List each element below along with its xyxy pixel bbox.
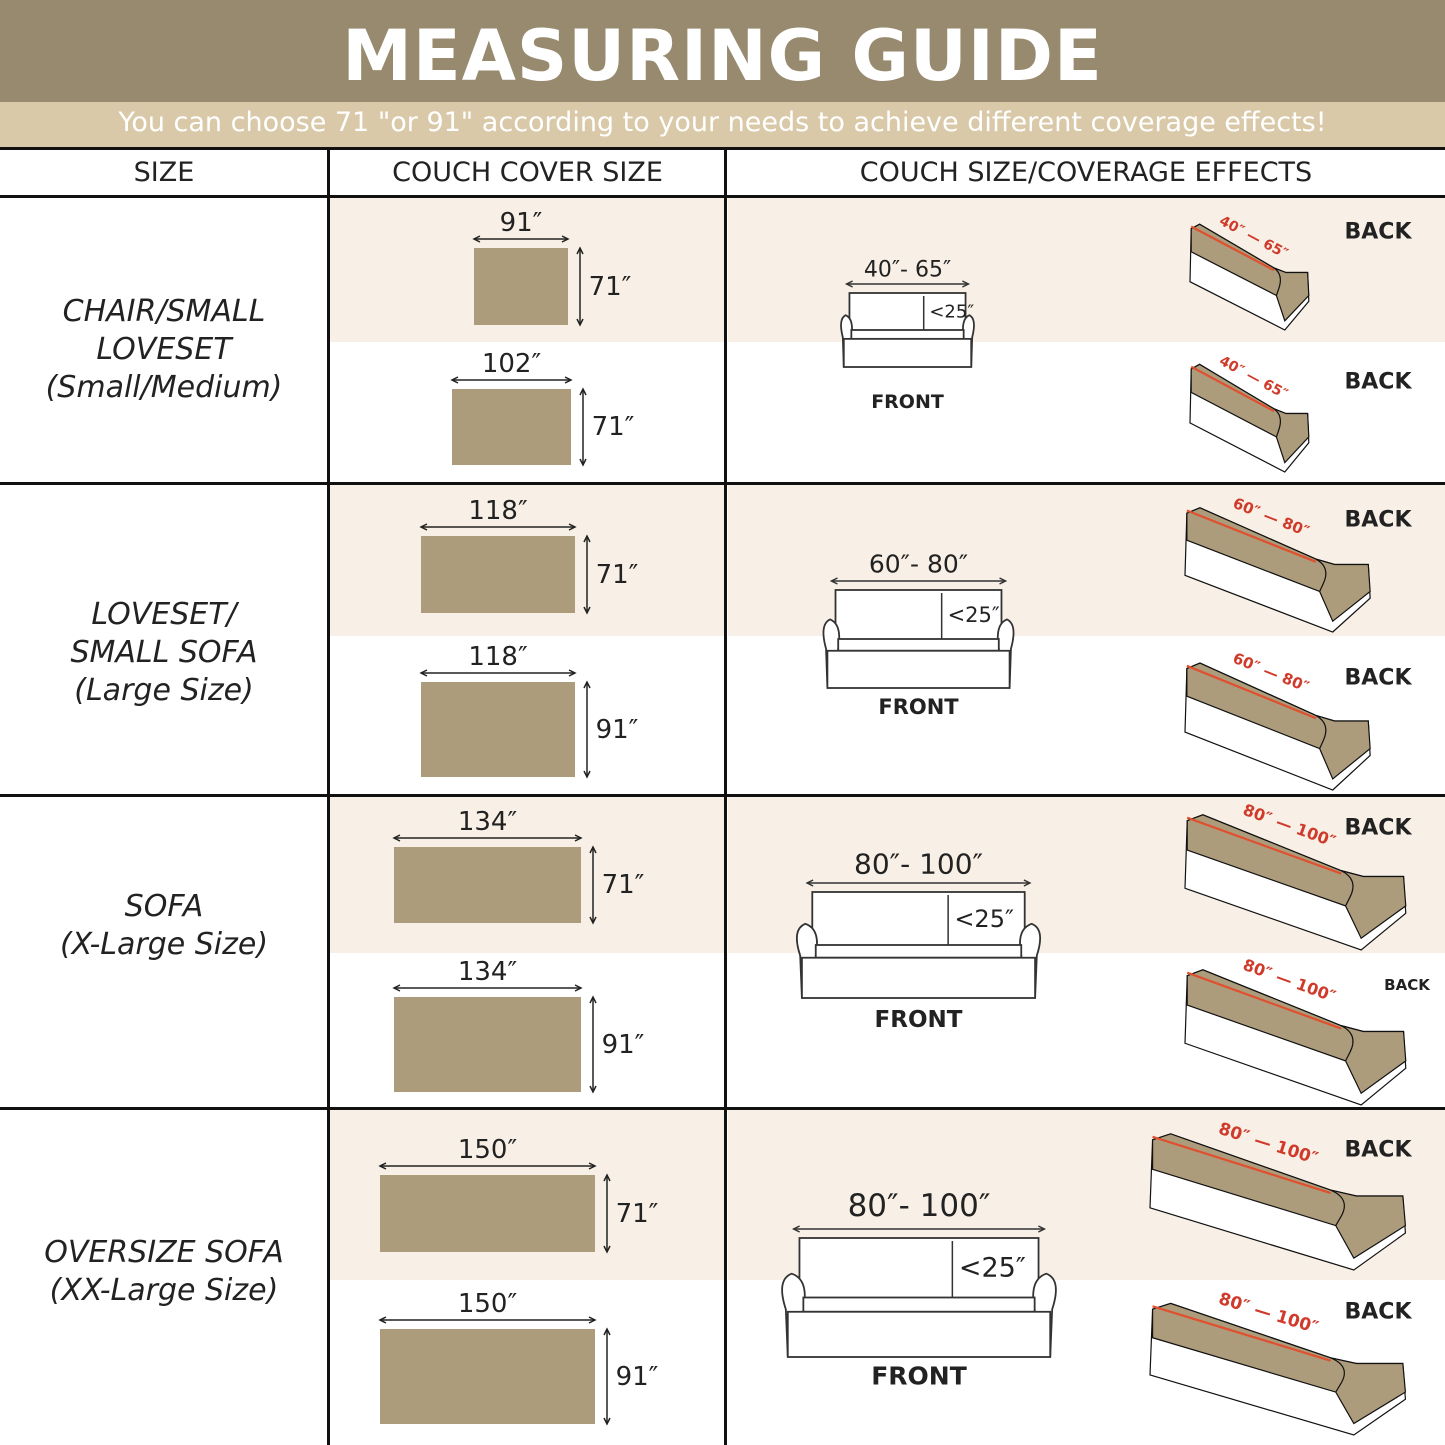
back-sofa-drawing: [1185, 497, 1372, 632]
back-label: BACK: [1344, 369, 1412, 395]
dimension-arrows: [392, 834, 597, 925]
front-label: FRONT: [878, 695, 959, 719]
row-divider: [0, 482, 1445, 485]
front-height-label: <25″: [958, 1252, 1026, 1284]
cover-width-label: 91″: [499, 208, 543, 238]
front-sofa-drawing: [822, 577, 1015, 689]
front-width-range: 60″- 80″: [868, 549, 969, 579]
dimension-arrows: [378, 1316, 611, 1426]
column-header-coverage: COUCH SIZE/COVERAGE EFFECTS: [859, 157, 1313, 188]
back-sofa-drawing: [1150, 1292, 1408, 1435]
row-divider: [0, 1107, 1445, 1110]
front-height-label: <25″: [929, 301, 975, 322]
dimension-arrows: [392, 984, 597, 1094]
front-sofa-drawing: [840, 280, 975, 368]
front-label: FRONT: [871, 1361, 967, 1391]
dimension-arrows: [472, 235, 584, 327]
cover-height-label: 91″: [615, 1361, 659, 1392]
size-label-line: OVERSIZE SOFA: [44, 1235, 284, 1270]
front-width-range: 40″- 65″: [863, 257, 952, 283]
front-label: FRONT: [871, 391, 944, 413]
size-label-line: CHAIR/SMALL: [62, 294, 266, 329]
back-label: BACK: [1344, 507, 1412, 533]
column-header-size: SIZE: [133, 157, 195, 188]
back-sofa-drawing: [1185, 803, 1408, 950]
front-label: FRONT: [874, 1007, 963, 1033]
cover-height-label: 71″: [615, 1198, 659, 1229]
size-label-line: SOFA: [124, 889, 204, 924]
cover-height-label: 71″: [601, 870, 645, 900]
size-label-line: (Small/Medium): [45, 370, 283, 405]
front-height-label: <25″: [954, 904, 1014, 933]
front-sofa-drawing: [795, 879, 1042, 999]
front-width-range: 80″- 100″: [854, 847, 983, 881]
highlight-band: [728, 198, 1445, 342]
row-divider: [0, 794, 1445, 797]
size-label-line: SMALL SOFA: [70, 635, 258, 670]
back-sofa-drawing: [1185, 958, 1408, 1105]
back-sofa-drawing: [1150, 1122, 1408, 1270]
size-label-line: LOVESET: [96, 332, 232, 367]
cover-rectangle: [380, 1175, 595, 1252]
back-sofa-drawing: [1190, 355, 1310, 472]
cover-height-label: 71″: [595, 559, 639, 590]
cover-width-label: 118″: [468, 496, 528, 526]
cover-rectangle: [421, 682, 575, 777]
back-label: BACK: [1344, 1137, 1412, 1163]
cover-height-label: 91″: [595, 714, 639, 745]
cover-width-label: 150″: [457, 1135, 518, 1165]
size-label-line: (Large Size): [74, 673, 254, 708]
cover-height-label: 71″: [588, 271, 632, 302]
back-label: BACK: [1344, 219, 1412, 245]
cover-rectangle: [452, 389, 571, 465]
cover-rectangle: [394, 997, 581, 1092]
cover-rectangle: [421, 536, 575, 613]
size-label-line: (X-Large Size): [59, 927, 269, 962]
size-label-line: LOVESET/: [91, 597, 237, 632]
column-divider: [724, 148, 727, 1445]
size-label-line: (XX-Large Size): [49, 1273, 279, 1308]
header-divider: [0, 147, 1445, 150]
cover-width-label: 134″: [457, 807, 518, 837]
cover-width-label: 134″: [457, 957, 518, 987]
front-height-label: <25″: [947, 602, 1000, 627]
column-header-cover-size: COUCH COVER SIZE: [392, 157, 663, 188]
back-label: BACK: [1344, 1299, 1412, 1325]
cover-height-label: 91″: [601, 1029, 645, 1060]
front-sofa-drawing: [781, 1225, 1057, 1358]
page-title: MEASURING GUIDE: [0, 0, 1445, 102]
cover-height-label: 71″: [591, 412, 635, 442]
back-label: BACK: [1384, 976, 1430, 994]
back-sofa-drawing: [1185, 652, 1372, 790]
back-label: BACK: [1344, 665, 1412, 691]
subtitle: You can choose 71 "or 91" according to y…: [0, 102, 1445, 148]
dimension-arrows: [419, 669, 591, 779]
cover-rectangle: [394, 847, 581, 923]
dimension-arrows: [450, 376, 587, 467]
row-divider: [0, 195, 1445, 198]
back-label: BACK: [1344, 815, 1412, 841]
cover-rectangle: [474, 248, 568, 325]
dimension-arrows: [419, 523, 591, 615]
front-width-range: 80″- 100″: [847, 1188, 991, 1224]
cover-width-label: 118″: [468, 642, 528, 672]
back-sofa-drawing: [1190, 215, 1310, 330]
cover-width-label: 102″: [481, 349, 542, 379]
column-divider: [327, 148, 330, 1445]
dimension-arrows: [378, 1162, 611, 1254]
cover-rectangle: [380, 1329, 595, 1424]
cover-width-label: 150″: [457, 1289, 518, 1319]
